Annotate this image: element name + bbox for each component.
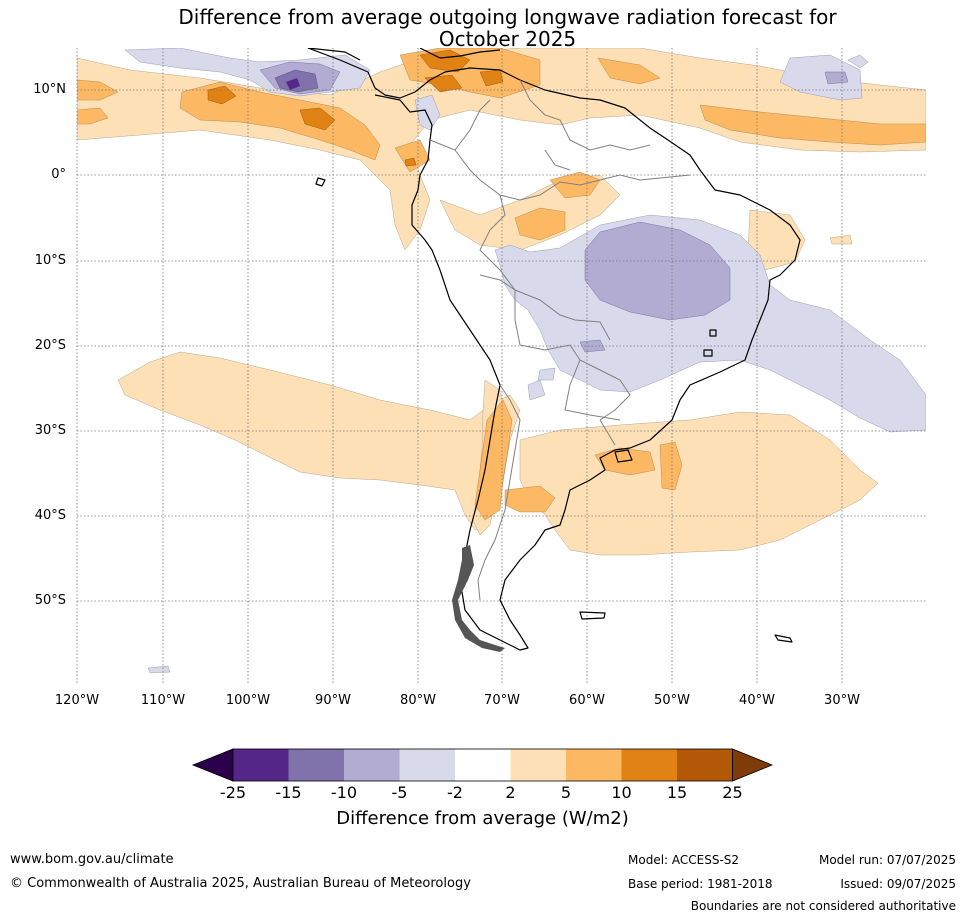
lon-label-30w: 30°W [824, 693, 860, 708]
footer-disclaimer: Boundaries are not considered authoritat… [690, 899, 956, 913]
colorbar-label-5: 5 [560, 783, 572, 802]
lon-label-120w: 120°W [54, 693, 100, 708]
lat-label-10s: 10°S [34, 253, 66, 268]
colorbar-label-neg10: -10 [330, 783, 358, 802]
footer-url[interactable]: www.bom.gov.au/climate [10, 852, 174, 867]
chile-islands [452, 545, 505, 652]
colorbar-seg-10-15 [621, 749, 677, 781]
colorbar-label-neg5: -5 [391, 783, 408, 802]
lat-label-20s: 20°S [34, 338, 66, 353]
colorbar-seg-neutral [455, 749, 511, 781]
colorbar-label-2: 2 [505, 783, 516, 802]
colorbar [191, 748, 774, 782]
lat-label-50s: 50°S [34, 593, 66, 608]
country-boundaries [429, 79, 691, 601]
lat-label-40s: 40°S [34, 508, 66, 523]
colorbar-seg-neg25-15 [233, 749, 289, 781]
colorbar-label-neg25: -25 [219, 783, 247, 802]
anomaly-fields [77, 48, 926, 674]
anomaly-neg25-neg15-regions [286, 78, 300, 90]
colorbar-label-15: 15 [666, 783, 688, 802]
colorbar-label-neg15: -15 [275, 783, 302, 802]
colorbar-label-neg2: -2 [447, 783, 463, 802]
footer-base-period: Base period: 1981-2018 [628, 877, 773, 891]
footer-model-run: Model run: 07/07/2025 [818, 853, 956, 867]
graticule [76, 48, 926, 684]
colorbar-under-arrow [191, 748, 234, 782]
colorbar-seg-5-10 [566, 749, 622, 781]
anomaly-10-15-regions [207, 49, 504, 167]
colorbar-seg-neg15-10 [288, 749, 344, 781]
footer-copyright: © Commonwealth of Australia 2025, Austra… [10, 876, 471, 891]
map-title-line2: October 2025 [438, 27, 577, 51]
colorbar-label-10: 10 [611, 783, 632, 802]
lat-label-10n: 10°N [33, 82, 66, 97]
colorbar-seg-15-25 [677, 749, 733, 781]
colorbar-over-arrow [732, 748, 774, 782]
colorbar-seg-neg10-5 [344, 749, 400, 781]
colorbar-seg-2-5 [510, 749, 566, 781]
lon-label-100w: 100°W [225, 693, 271, 708]
footer-issued: Issued: 09/07/2025 [840, 877, 956, 891]
south-america-coastline [307, 48, 801, 651]
lat-label-0: 0° [51, 167, 66, 182]
colorbar-label-25: 25 [722, 783, 743, 802]
map-title-line1: Difference from average outgoing longwav… [178, 5, 837, 29]
lon-label-50w: 50°W [654, 693, 690, 708]
colorbar-frame [232, 748, 733, 782]
lon-label-40w: 40°W [739, 693, 775, 708]
lon-label-70w: 70°W [484, 693, 520, 708]
colorbar-seg-neg5-2 [399, 749, 455, 781]
lon-label-90w: 90°W [315, 693, 351, 708]
lat-label-30s: 30°S [34, 423, 66, 438]
coastlines [307, 48, 801, 651]
colorbar-title: Difference from average (W/m2) [336, 808, 629, 829]
lon-label-80w: 80°W [400, 693, 436, 708]
footer-model: Model: ACCESS-S2 [628, 853, 740, 867]
anomaly-5-10-regions [77, 48, 926, 521]
lon-label-60w: 60°W [569, 693, 605, 708]
lon-label-110w: 110°W [140, 693, 186, 708]
